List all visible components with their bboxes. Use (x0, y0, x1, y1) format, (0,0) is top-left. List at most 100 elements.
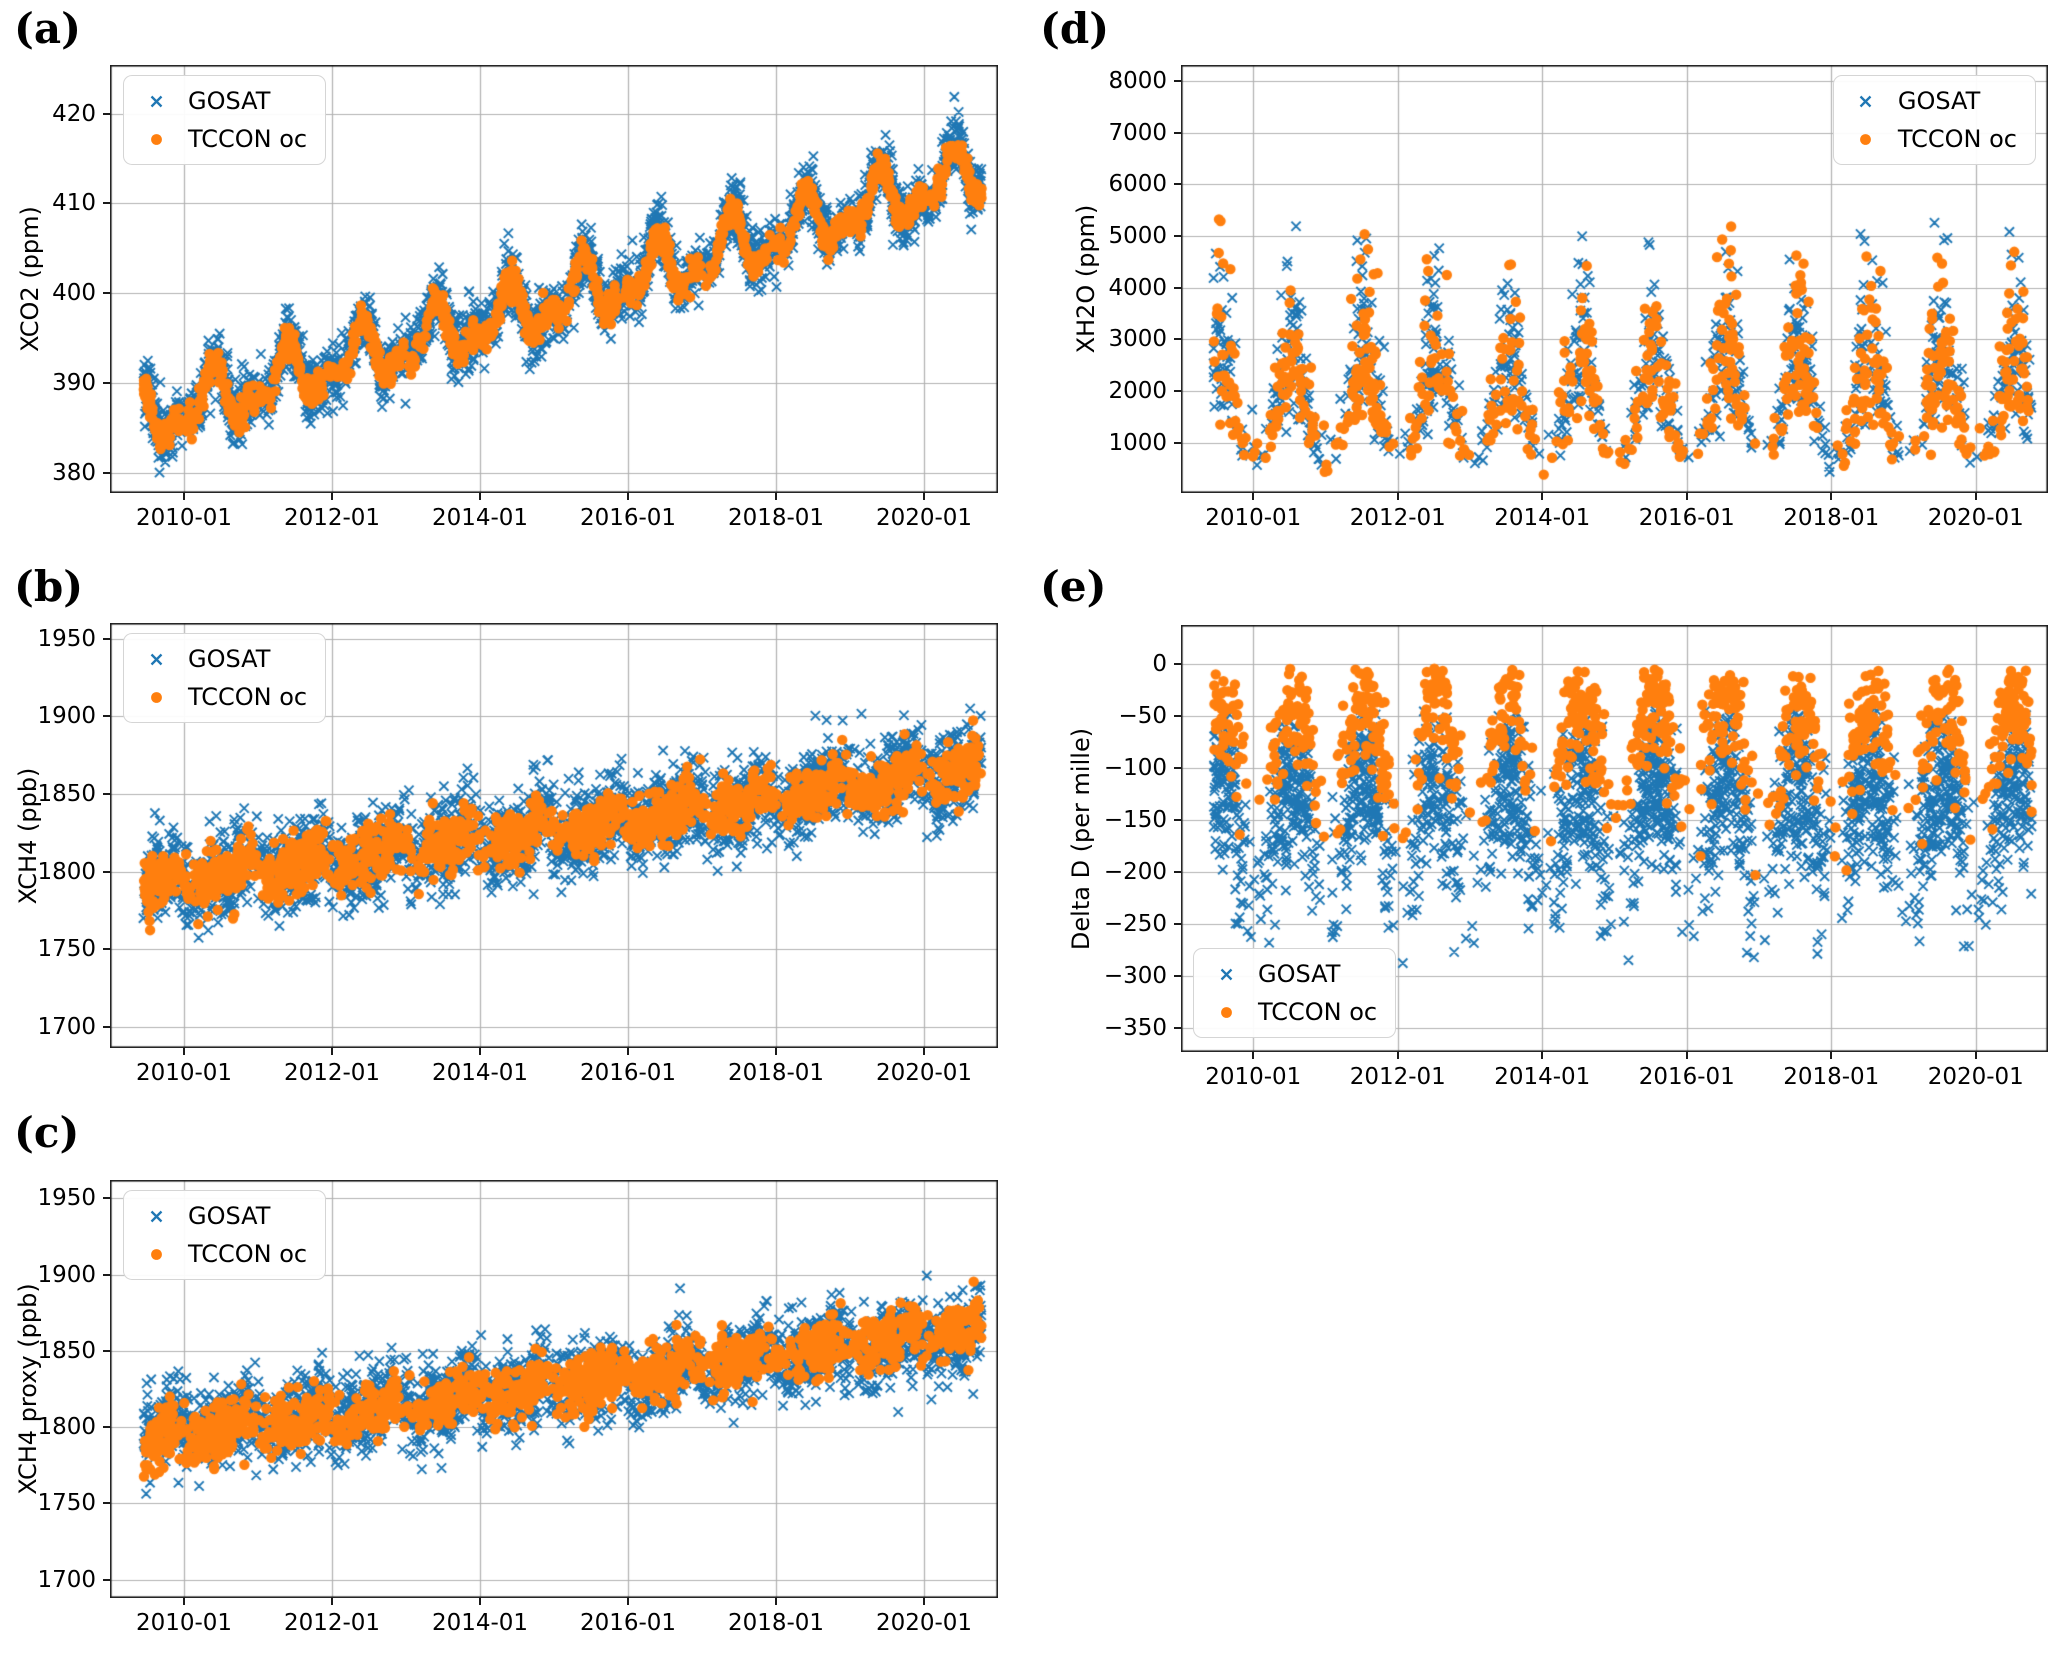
x-tick-label: 2010-01 (1205, 1064, 1302, 1090)
legend-item-tccon: TCCON oc (1834, 123, 2017, 155)
y-tick-mark (103, 792, 110, 795)
legend-label-gosat: GOSAT (1897, 87, 1981, 115)
x-tick-mark (1252, 1052, 1255, 1059)
y-tick-label: 3000 (1108, 326, 1167, 353)
panel-label-c: (c) (14, 1108, 80, 1157)
y-tick-mark (103, 1426, 110, 1429)
x-tick-mark (923, 493, 925, 500)
gosat-x-marker-icon (1834, 93, 1898, 110)
tccon-dot-marker-icon (124, 131, 188, 148)
gosat-x-marker-icon (124, 651, 188, 668)
y-tick-mark (103, 715, 110, 718)
scatter-canvas-a (110, 65, 998, 493)
legend-label-gosat: GOSAT (188, 645, 271, 673)
y-tick-label: 400 (52, 280, 96, 307)
tccon-dot-marker-icon (124, 689, 188, 706)
y-tick-mark (1174, 338, 1181, 341)
y-tick-mark (103, 382, 110, 385)
y-tick-mark (103, 1502, 110, 1505)
y-tick-label: 1800 (37, 1414, 96, 1441)
x-tick-mark (479, 1048, 481, 1055)
x-tick-mark (1974, 493, 1977, 500)
y-tick-mark (1174, 183, 1181, 186)
x-tick-mark (479, 1598, 481, 1605)
y-tick-mark (103, 112, 110, 115)
y-tick-mark (103, 472, 110, 475)
y-tick-label: 8000 (1108, 68, 1167, 95)
y-tick-mark (1174, 235, 1181, 238)
y-tick-label: −100 (1103, 755, 1167, 782)
legend-label-gosat: GOSAT (188, 1202, 271, 1230)
x-tick-mark (1974, 1052, 1977, 1059)
legend-item-gosat: GOSAT (124, 1200, 307, 1232)
legend-box-b: GOSAT TCCON oc (123, 633, 327, 723)
gosat-x-marker-icon (124, 1208, 188, 1225)
y-tick-label: 1900 (37, 1261, 96, 1288)
x-tick-label: 2014-01 (431, 1060, 529, 1086)
x-tick-label: 2012-01 (283, 1060, 381, 1086)
x-tick-label: 2016-01 (579, 1060, 677, 1086)
x-tick-mark (1830, 493, 1833, 500)
x-tick-mark (183, 493, 185, 500)
x-tick-label: 2010-01 (135, 505, 233, 531)
scatter-canvas-e (1181, 625, 2048, 1052)
y-tick-mark (1174, 1027, 1181, 1030)
x-tick-label: 2014-01 (1494, 505, 1591, 531)
plot-area-b: GOSAT TCCON oc (110, 623, 998, 1048)
y-tick-mark (1174, 975, 1181, 978)
scatter-canvas-c (110, 1180, 998, 1598)
x-tick-mark (627, 1598, 629, 1605)
y-tick-label: 7000 (1108, 119, 1167, 146)
y-axis-label-c: XCH4 proxy (ppb) (14, 1283, 42, 1495)
legend-item-tccon: TCCON oc (1194, 996, 1377, 1028)
tccon-dot-marker-icon (1194, 1004, 1258, 1021)
x-tick-label: 2016-01 (1638, 1064, 1735, 1090)
x-tick-label: 2010-01 (135, 1610, 233, 1636)
x-tick-label: 2018-01 (727, 1610, 825, 1636)
y-tick-mark (103, 1197, 110, 1200)
x-tick-label: 2016-01 (1638, 505, 1735, 531)
x-tick-label: 2012-01 (1349, 1064, 1446, 1090)
y-tick-label: 1850 (37, 1337, 96, 1364)
y-tick-label: 0 (1152, 651, 1167, 678)
y-tick-label: −250 (1103, 911, 1167, 938)
y-tick-mark (103, 948, 110, 951)
y-tick-mark (1174, 663, 1181, 666)
gosat-x-marker-icon (1194, 966, 1258, 983)
panel-label-b: (b) (14, 562, 84, 611)
y-tick-label: −200 (1103, 859, 1167, 886)
y-tick-mark (1174, 390, 1181, 393)
y-tick-label: 1700 (37, 1014, 96, 1041)
y-tick-label: 420 (52, 100, 96, 127)
legend-box-c: GOSAT TCCON oc (123, 1190, 327, 1280)
x-tick-label: 2012-01 (283, 1610, 381, 1636)
x-tick-mark (627, 1048, 629, 1055)
y-tick-mark (103, 637, 110, 640)
x-tick-mark (479, 493, 481, 500)
y-axis-label-b: XCH4 (ppb) (14, 767, 42, 904)
x-tick-mark (1252, 493, 1255, 500)
y-tick-mark (1174, 819, 1181, 822)
x-tick-mark (923, 1048, 925, 1055)
x-tick-label: 2010-01 (135, 1060, 233, 1086)
y-tick-label: 1900 (37, 703, 96, 730)
x-tick-label: 2016-01 (579, 1610, 677, 1636)
x-tick-mark (775, 1048, 777, 1055)
legend-label-gosat: GOSAT (1258, 960, 1341, 988)
y-axis-label-d: XH2O (ppm) (1072, 204, 1100, 354)
y-tick-label: 1800 (37, 858, 96, 885)
y-tick-label: −350 (1103, 1015, 1167, 1042)
x-tick-mark (923, 1598, 925, 1605)
scatter-canvas-b (110, 623, 998, 1048)
y-tick-label: 1950 (37, 1185, 96, 1212)
tccon-dot-marker-icon (124, 1246, 188, 1263)
y-tick-mark (103, 870, 110, 873)
x-tick-mark (775, 1598, 777, 1605)
x-tick-label: 2020-01 (875, 1060, 973, 1086)
legend-item-gosat: GOSAT (1194, 958, 1377, 990)
